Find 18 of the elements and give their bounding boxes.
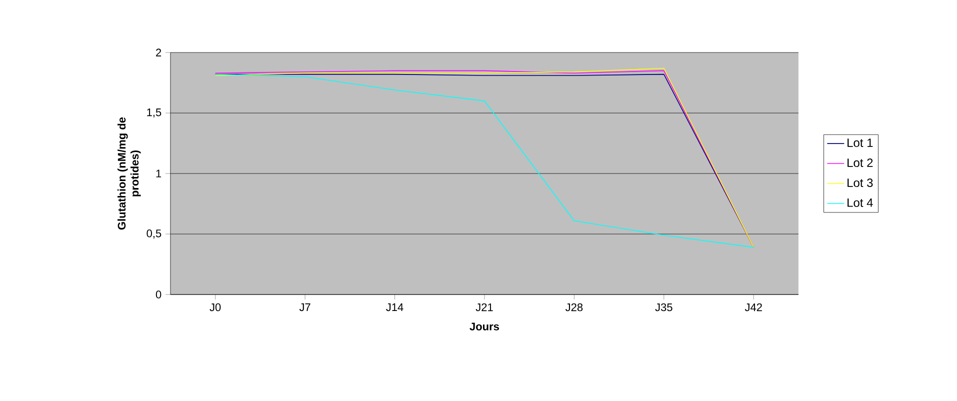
x-tick-label: J7: [299, 303, 310, 312]
x-tick-label: J28: [565, 303, 583, 312]
legend-label: Lot 3: [848, 178, 873, 188]
legend-label: Lot 1: [848, 138, 873, 147]
legend-label: Lot 4: [848, 198, 873, 207]
x-tick-label: J42: [744, 303, 762, 312]
x-tick-label: J35: [655, 303, 672, 312]
y-tick-label: 0: [156, 290, 162, 298]
y-tick-label: 1: [156, 170, 162, 178]
x-tick-label: J0: [210, 303, 221, 312]
y-axis-title: Glutathion (nM/mg de protides): [118, 117, 141, 230]
x-axis-title: Jours: [470, 322, 499, 330]
x-tick-label: J14: [386, 303, 404, 312]
y-tick-label: 1,5: [147, 108, 162, 118]
x-tick-label: J21: [476, 303, 493, 312]
legend-label: Lot 2: [848, 158, 873, 168]
y-tick-label: 0,5: [146, 229, 162, 239]
y-tick-label: 2: [156, 48, 162, 56]
